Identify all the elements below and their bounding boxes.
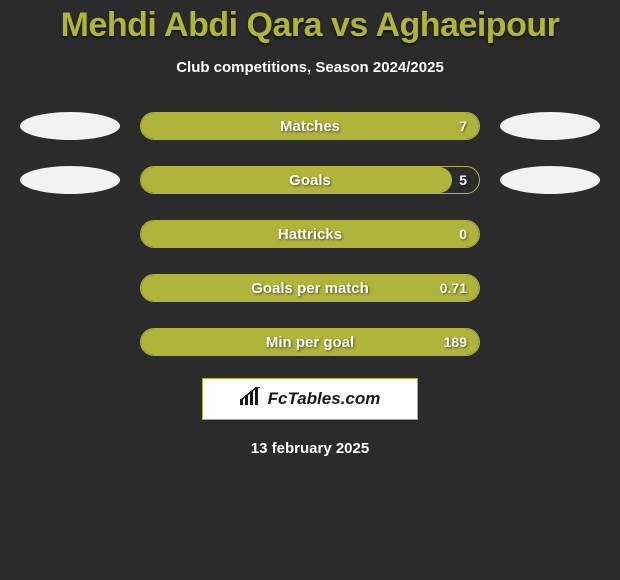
stat-row: Hattricks0 xyxy=(0,216,620,252)
logo-text: FcTables.com xyxy=(268,389,381,409)
stat-row: Min per goal189 xyxy=(0,324,620,360)
page-title: Mehdi Abdi Qara vs Aghaeipour xyxy=(0,0,620,45)
stat-label: Matches xyxy=(141,113,479,139)
stats-block: Matches7 Goals5 Hattricks0 Goals per matc… xyxy=(0,108,620,360)
right-ellipse-slot xyxy=(498,270,602,306)
stat-label: Hattricks xyxy=(141,221,479,247)
left-ellipse-slot xyxy=(18,108,122,144)
stat-value: 0 xyxy=(459,221,467,247)
left-ellipse-slot xyxy=(18,162,122,198)
stat-bar: Goals5 xyxy=(140,166,480,194)
left-ellipse-slot xyxy=(18,216,122,252)
stat-value: 0.71 xyxy=(440,275,467,301)
left-ellipse-slot xyxy=(18,270,122,306)
chart-icon xyxy=(240,387,262,412)
stat-row: Matches7 xyxy=(0,108,620,144)
logo-box: FcTables.com xyxy=(202,378,418,420)
left-ellipse-slot xyxy=(18,324,122,360)
subtitle: Club competitions, Season 2024/2025 xyxy=(0,59,620,76)
stat-bar: Hattricks0 xyxy=(140,220,480,248)
right-ellipse-slot xyxy=(498,324,602,360)
stat-value: 5 xyxy=(459,167,467,193)
right-ellipse-slot xyxy=(498,162,602,198)
stat-value: 189 xyxy=(444,329,467,355)
stat-value: 7 xyxy=(459,113,467,139)
stat-label: Goals per match xyxy=(141,275,479,301)
right-ellipse-slot xyxy=(498,108,602,144)
stat-bar: Goals per match0.71 xyxy=(140,274,480,302)
stat-row: Goals5 xyxy=(0,162,620,198)
stat-label: Min per goal xyxy=(141,329,479,355)
right-ellipse-slot xyxy=(498,216,602,252)
stat-bar: Matches7 xyxy=(140,112,480,140)
stat-row: Goals per match0.71 xyxy=(0,270,620,306)
stat-label: Goals xyxy=(141,167,479,193)
stat-bar: Min per goal189 xyxy=(140,328,480,356)
date-text: 13 february 2025 xyxy=(0,440,620,457)
